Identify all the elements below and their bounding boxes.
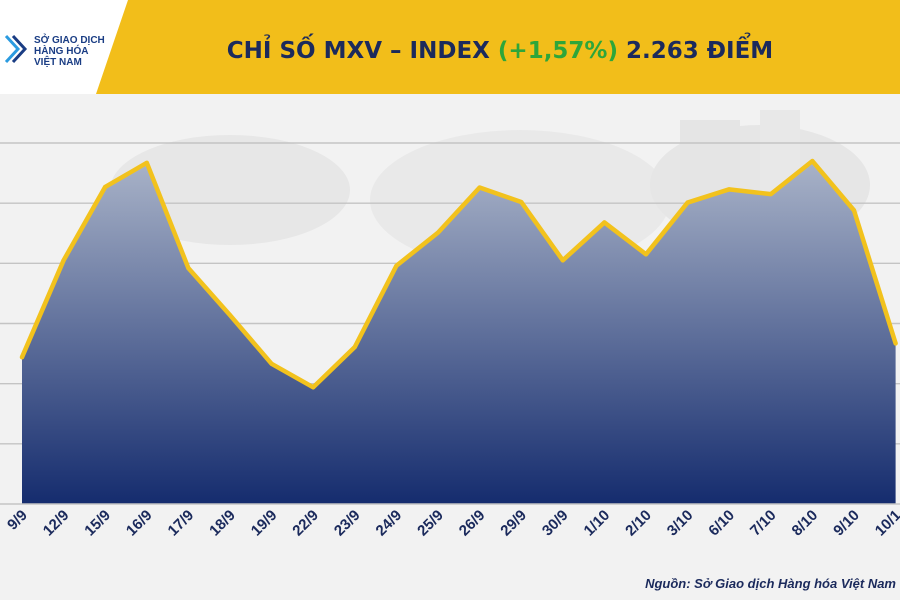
title-suffix: 2.263 ĐIỂM <box>618 38 774 64</box>
data-point-6-10 <box>727 187 732 192</box>
data-point-25-9 <box>436 230 440 235</box>
data-point-9-10 <box>852 208 856 213</box>
data-point-15-9 <box>103 184 108 189</box>
data-point-23-9 <box>352 344 357 349</box>
title-prefix: CHỈ SỐ MXV – INDEX <box>226 38 498 64</box>
data-point-10-10 <box>893 341 898 346</box>
logo-text: SỞ GIAO DỊCH HÀNG HÓA VIỆT NAM <box>34 35 105 68</box>
data-point-17-9 <box>186 266 191 271</box>
source-note: Nguồn: Sở Giao dịch Hàng hóa Việt Nam <box>645 576 896 591</box>
data-point-11-9 <box>20 355 24 360</box>
series-line <box>19 158 898 390</box>
logo-line-2: HÀNG HÓA <box>34 46 89 57</box>
chart-title: CHỈ SỐ MXV – INDEX (+1,57%) 2.263 ĐIỂM <box>150 38 850 64</box>
data-point-24-9 <box>394 263 399 268</box>
data-point-30-9 <box>560 258 565 263</box>
chart-plot: 9/9 12/9 15/9 16/9 17/9 18/9 19/9 22/9 23/9 24/9 2… <box>0 94 900 600</box>
data-point-8-10 <box>810 159 815 164</box>
data-point-1-10 <box>602 220 607 225</box>
data-point-12-9 <box>61 258 66 263</box>
area-fill <box>22 161 896 505</box>
data-point-22-9 <box>311 385 316 390</box>
data-point-7-10 <box>768 192 773 197</box>
logo-line-1: SỞ GIAO DỊCH <box>34 35 105 46</box>
data-point-18-9 <box>228 313 232 318</box>
data-point-16-9 <box>144 160 149 165</box>
logo-line-3: VIỆT NAM <box>34 57 82 68</box>
data-point-19-9 <box>269 361 274 366</box>
data-point-3-10 <box>685 200 690 205</box>
header-bar <box>0 0 900 94</box>
data-point-2-10 <box>644 252 648 257</box>
data-point-29-9 <box>519 199 524 204</box>
title-change: (+1,57%) <box>497 38 618 64</box>
data-point-26-9 <box>477 185 482 190</box>
mxv-logo-icon <box>4 34 28 64</box>
